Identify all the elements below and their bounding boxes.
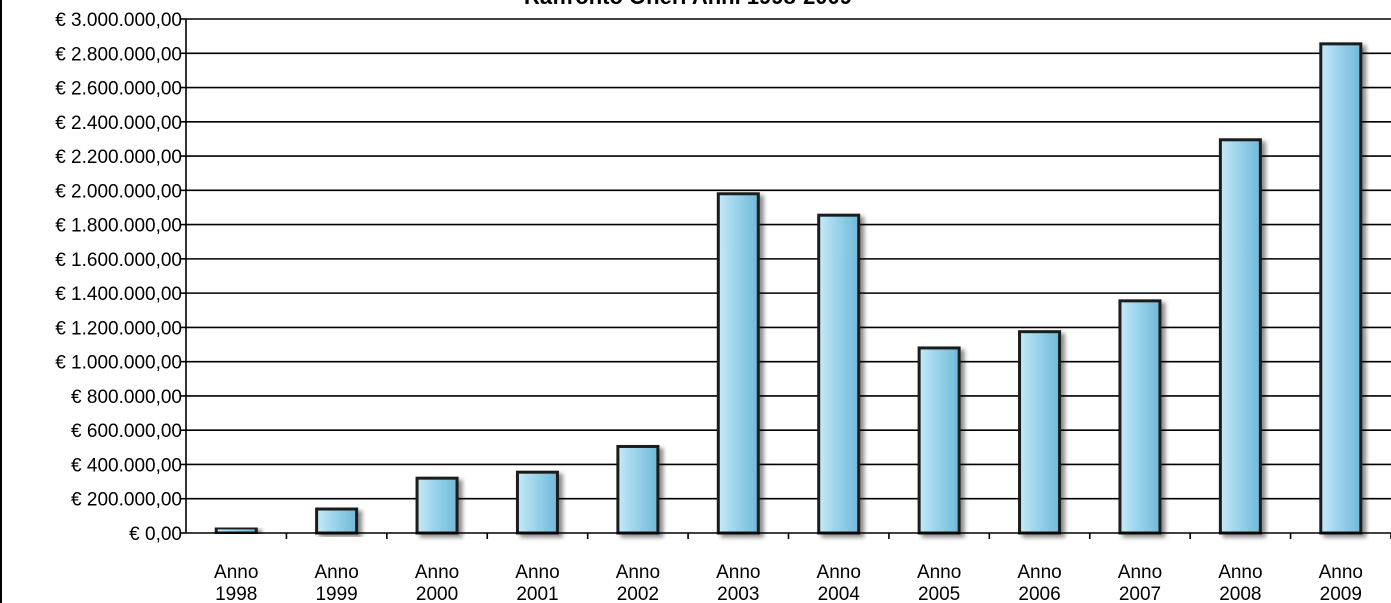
- x-tick-label: Anno 2002: [616, 562, 660, 603]
- x-tick-label: Anno 2004: [817, 562, 861, 603]
- bar: [1319, 42, 1363, 535]
- y-tick-label: € 2.400.000,00: [55, 113, 182, 134]
- x-axis-tick-labels: Anno 1998 Anno 1999 Anno 2000 Anno 2001 Anno 2002…: [214, 533, 1391, 603]
- bar: [616, 444, 660, 535]
- gridlines: [180, 18, 1391, 534]
- y-tick-label: € 1.600.000,00: [55, 250, 182, 271]
- bar: [1018, 330, 1062, 535]
- y-tick-label: € 0,00: [129, 524, 182, 545]
- x-tick-label: Anno 2008: [1218, 562, 1262, 603]
- y-tick-label: € 1.400.000,00: [55, 284, 182, 305]
- y-tick-label: € 2.000.000,00: [55, 181, 182, 202]
- y-axis-tick-labels: € 0,00 € 200.000,00 € 400.000,00 € 600.000,…: [55, 10, 182, 545]
- y-tick-label: € 3.000.000,00: [55, 10, 182, 31]
- y-tick-label: € 800.000,00: [71, 387, 182, 408]
- bar: [817, 213, 861, 535]
- y-tick-label: € 2.200.000,00: [55, 147, 182, 168]
- y-tick-label: € 400.000,00: [71, 455, 182, 476]
- y-tick-label: € 1.000.000,00: [55, 353, 182, 374]
- bar: [315, 507, 359, 535]
- x-tick-label: Anno 2000: [415, 562, 459, 603]
- x-tick-label: Anno 2003: [716, 562, 760, 603]
- bar: [1118, 299, 1162, 535]
- chart-title: Raffronto Oneri Anni 1998-2009: [524, 0, 852, 9]
- y-tick-label: € 1.800.000,00: [55, 216, 182, 237]
- x-tick-label: Anno 2009: [1319, 562, 1363, 603]
- y-tick-label: € 200.000,00: [71, 490, 182, 511]
- x-tick-label: Anno 1999: [314, 562, 358, 603]
- x-tick-label: Anno 2001: [515, 562, 559, 603]
- x-tick-label: Anno 2005: [917, 562, 961, 603]
- bars: [214, 42, 1363, 535]
- y-tick-label: € 2.800.000,00: [55, 44, 182, 65]
- y-tick-label: € 600.000,00: [71, 421, 182, 442]
- bar: [716, 192, 760, 535]
- x-tick-label: Anno 2006: [1017, 562, 1061, 603]
- bar: [415, 476, 459, 535]
- bar: [917, 346, 961, 535]
- y-tick-label: € 1.200.000,00: [55, 318, 182, 339]
- bar: [1218, 138, 1262, 535]
- x-tick-label: Anno 2007: [1118, 562, 1162, 603]
- y-tick-label: € 2.600.000,00: [55, 79, 182, 100]
- x-tick-label: Anno 1998: [214, 562, 258, 603]
- bar: [515, 470, 559, 535]
